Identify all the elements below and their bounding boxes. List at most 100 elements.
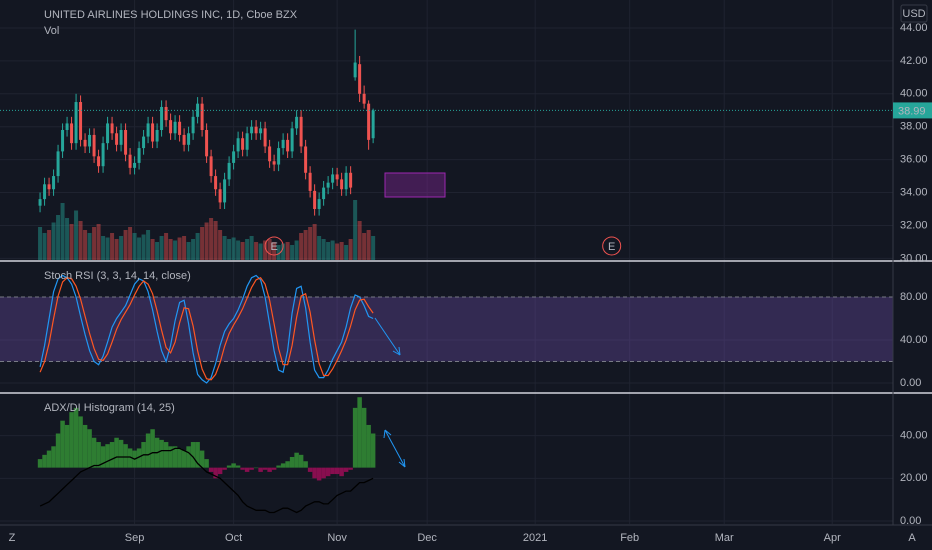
histogram-bar — [352, 407, 358, 468]
arrow-head — [392, 346, 401, 356]
candle-body — [349, 172, 353, 188]
earnings-marker[interactable] — [264, 236, 284, 256]
volume-bar — [105, 237, 110, 260]
volume-bar — [38, 227, 43, 260]
candle-body — [304, 146, 308, 173]
histogram-bar — [361, 407, 367, 468]
y-tick-label: 80.00 — [900, 291, 928, 303]
candle-body — [178, 121, 182, 135]
histogram-bar — [348, 467, 353, 470]
band-fill — [0, 297, 893, 362]
candle-body — [97, 156, 101, 167]
histogram-bar — [118, 439, 124, 468]
candle-body — [259, 128, 263, 134]
volume-bar — [191, 239, 196, 260]
candle-body — [317, 199, 321, 209]
volume-bar — [294, 240, 299, 260]
candle-body — [313, 190, 317, 209]
arrow-head — [383, 429, 386, 439]
candle-body — [218, 189, 222, 203]
histogram-bar — [195, 442, 200, 468]
histogram-bar — [330, 467, 335, 475]
y-tick-label: 40.00 — [900, 334, 928, 346]
candle-body — [182, 134, 186, 145]
volume-bar — [168, 239, 173, 260]
histogram-bar — [136, 448, 142, 468]
candle-body — [227, 162, 231, 180]
candle-body — [367, 103, 371, 140]
x-tick-label: Sep — [125, 532, 145, 544]
volume-bar — [182, 236, 187, 260]
volume-bar — [240, 242, 245, 260]
volume-bar — [249, 236, 254, 260]
volume-bar — [344, 245, 349, 260]
histogram-bar — [325, 467, 331, 477]
histogram-bar — [123, 444, 128, 468]
volume-bar — [92, 227, 97, 260]
volume-bar — [254, 242, 259, 260]
histogram-bar — [150, 429, 155, 468]
candle-body — [52, 176, 56, 190]
corner-button[interactable]: Z — [9, 532, 16, 544]
candle-body — [43, 184, 47, 200]
drawn-rectangle[interactable] — [384, 172, 446, 198]
y-tick-label: 38.00 — [900, 121, 928, 133]
histogram-bar — [307, 467, 313, 472]
histogram-bar — [222, 467, 227, 470]
drawn-arrow[interactable] — [384, 429, 406, 468]
currency-box[interactable] — [900, 4, 928, 23]
candle-body — [245, 133, 249, 150]
histogram-bar — [253, 467, 259, 469]
candle-body — [196, 103, 200, 117]
histogram-bar — [262, 467, 268, 470]
x-tick-label: 2021 — [523, 532, 547, 544]
candle-body — [331, 174, 335, 183]
histogram-bar — [267, 467, 272, 472]
histogram-bar — [87, 429, 92, 468]
volume-bar — [60, 203, 65, 260]
volume-bar — [213, 221, 218, 260]
candle-body — [191, 116, 195, 134]
candle-body — [241, 138, 245, 150]
volume-bar — [308, 227, 313, 260]
y-tick-label: 32.00 — [900, 219, 928, 231]
histogram-bar — [303, 461, 308, 468]
candle-body — [169, 120, 173, 134]
indicator-line — [39, 274, 374, 384]
y-tick-label: 34.00 — [900, 186, 928, 198]
histogram-bar — [334, 467, 340, 475]
histogram-bar — [231, 463, 236, 468]
y-tick-label: 42.00 — [900, 55, 928, 67]
histogram-bar — [186, 446, 191, 468]
pane-title: Stoch RSI (3, 3, 14, 14, close) — [44, 270, 191, 282]
volume-bar — [114, 239, 119, 260]
drawn-arrow[interactable] — [374, 317, 401, 356]
volume-bar — [123, 230, 128, 260]
candle-body — [344, 172, 348, 190]
chart-title: UNITED AIRLINES HOLDINGS INC, 1D, Cboe B… — [44, 9, 298, 21]
volume-bar — [335, 243, 340, 260]
last-price-label: 38.99 — [898, 105, 926, 117]
volume-bar — [78, 221, 83, 260]
earnings-label: E — [270, 241, 277, 253]
candle-body — [47, 184, 51, 190]
corner-button[interactable]: A — [908, 532, 916, 544]
volume-bar — [258, 243, 263, 260]
candle-body — [308, 172, 312, 191]
histogram-bar — [46, 450, 52, 468]
volume-bar — [69, 224, 74, 260]
candle-body — [290, 128, 294, 152]
y-tick-label: 36.00 — [900, 154, 928, 166]
histogram-bar — [321, 467, 326, 479]
histogram-bar — [190, 442, 196, 468]
candle-body — [70, 123, 74, 144]
earnings-marker[interactable] — [602, 236, 622, 256]
histogram-bar — [114, 437, 119, 468]
candle-body — [335, 174, 339, 180]
histogram-bar — [249, 467, 254, 470]
candle-body — [205, 130, 209, 157]
x-tick-label: Dec — [417, 532, 437, 544]
histogram-bar — [217, 467, 223, 475]
candle-body — [88, 134, 92, 147]
volume-bar — [132, 233, 137, 260]
